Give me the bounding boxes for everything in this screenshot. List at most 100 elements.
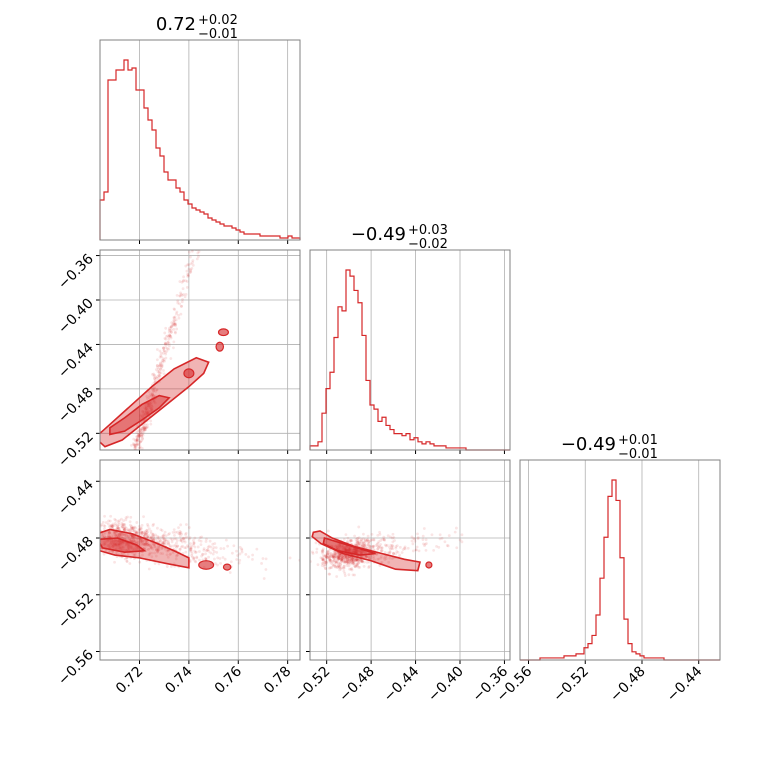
sample-point — [167, 328, 171, 332]
sample-point — [333, 563, 336, 567]
sample-point — [425, 542, 428, 545]
sample-point — [106, 535, 110, 539]
sample-point — [333, 555, 336, 559]
sample-point — [126, 470, 129, 473]
sample-point — [169, 545, 172, 549]
sample-point — [336, 552, 340, 556]
sample-point — [126, 535, 130, 539]
sample-point — [184, 550, 188, 554]
sample-point — [115, 541, 119, 545]
sample-point — [145, 407, 148, 410]
sample-point — [108, 534, 112, 538]
sample-point — [117, 523, 121, 527]
sample-point — [115, 535, 119, 538]
sample-point — [341, 553, 345, 557]
sample-point — [183, 536, 187, 540]
sample-point — [153, 545, 157, 549]
sample-point — [210, 192, 213, 195]
sample-point — [315, 550, 319, 554]
sample-point — [218, 557, 222, 560]
sample-point — [414, 548, 418, 552]
sample-point — [144, 530, 147, 533]
sample-point — [344, 548, 347, 552]
sample-point — [338, 564, 341, 568]
sample-point — [160, 363, 164, 367]
sample-point — [363, 544, 367, 548]
sample-point — [224, 538, 228, 542]
sample-point — [169, 336, 173, 340]
sample-point — [212, 550, 216, 553]
sample-point — [356, 558, 360, 562]
sample-point — [153, 386, 157, 390]
sample-point — [110, 541, 113, 545]
sample-point — [174, 537, 178, 541]
sample-point — [358, 558, 362, 562]
sample-point — [352, 547, 356, 551]
sample-point — [149, 546, 153, 550]
sample-point — [169, 325, 173, 329]
sample-point — [130, 452, 133, 455]
sample-point — [122, 478, 125, 481]
sample-point — [125, 528, 129, 532]
sample-point — [103, 542, 107, 546]
sample-point — [168, 333, 172, 337]
sample-point — [234, 116, 237, 119]
sample-point — [356, 537, 360, 540]
sample-point — [156, 366, 160, 369]
sample-point — [348, 560, 352, 564]
sample-point — [111, 540, 115, 543]
sample-point — [167, 330, 171, 334]
sample-point — [356, 548, 360, 552]
sample-point — [125, 526, 128, 530]
sample-point — [220, 154, 223, 157]
sample-point — [362, 540, 365, 544]
sample-point — [113, 543, 116, 547]
sample-point — [206, 545, 210, 549]
sample-point — [117, 516, 120, 519]
sample-point — [115, 502, 118, 505]
sample-point — [161, 541, 165, 545]
sample-point — [350, 557, 354, 561]
sample-point — [321, 558, 324, 562]
sample-point — [320, 550, 324, 554]
sample-point — [328, 557, 332, 561]
sample-point — [342, 564, 346, 568]
sample-point — [337, 556, 341, 560]
sample-point — [132, 547, 136, 550]
sample-point — [170, 321, 174, 325]
sample-point — [348, 558, 352, 562]
sample-point — [123, 528, 126, 532]
sample-point — [117, 533, 121, 536]
sample-point — [127, 490, 130, 493]
sample-point — [129, 462, 132, 465]
sample-point — [202, 548, 206, 552]
sample-point — [134, 531, 138, 535]
sample-point — [146, 523, 149, 526]
sample-point — [185, 286, 189, 289]
sample-point — [357, 565, 361, 569]
sample-point — [344, 560, 348, 563]
sample-point — [356, 542, 360, 546]
sample-point — [170, 540, 174, 544]
sample-point — [163, 540, 167, 544]
sample-point — [121, 540, 125, 544]
sample-point — [106, 544, 110, 547]
sample-point — [201, 553, 205, 556]
sample-point — [152, 387, 156, 391]
histogram-panel-3: −0.56 −0.52 −0.48 −0.44−0.49 +0.01−0.01 — [494, 433, 721, 705]
sample-point — [148, 394, 151, 398]
sample-point — [188, 536, 192, 540]
sample-point — [122, 491, 125, 494]
sample-point — [130, 545, 134, 549]
sample-point — [192, 542, 196, 545]
sample-point — [124, 478, 127, 481]
sample-point — [128, 533, 132, 537]
sample-point — [145, 410, 149, 414]
sample-point — [322, 558, 325, 562]
sample-point — [173, 543, 177, 547]
sample-point — [103, 524, 107, 528]
sample-point — [329, 566, 332, 570]
sample-point — [238, 558, 242, 562]
sample-point — [109, 542, 113, 545]
sample-point — [348, 547, 352, 551]
